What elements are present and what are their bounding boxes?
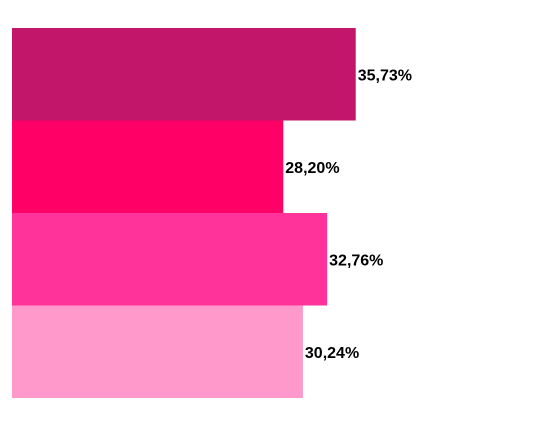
data-label-3: 32,76%: [329, 252, 383, 269]
bar-3: [12, 213, 328, 306]
data-label-4: 30,24%: [305, 345, 359, 362]
bar-4: [12, 305, 303, 398]
bar-2: [12, 120, 284, 213]
data-label-1: 35,73%: [358, 67, 412, 84]
data-label-2: 28,20%: [285, 160, 339, 177]
bars-layer: [12, 28, 356, 398]
data-labels-layer: 35,73% 28,20% 32,76% 30,24%: [285, 67, 412, 362]
bar-1: [12, 28, 356, 121]
